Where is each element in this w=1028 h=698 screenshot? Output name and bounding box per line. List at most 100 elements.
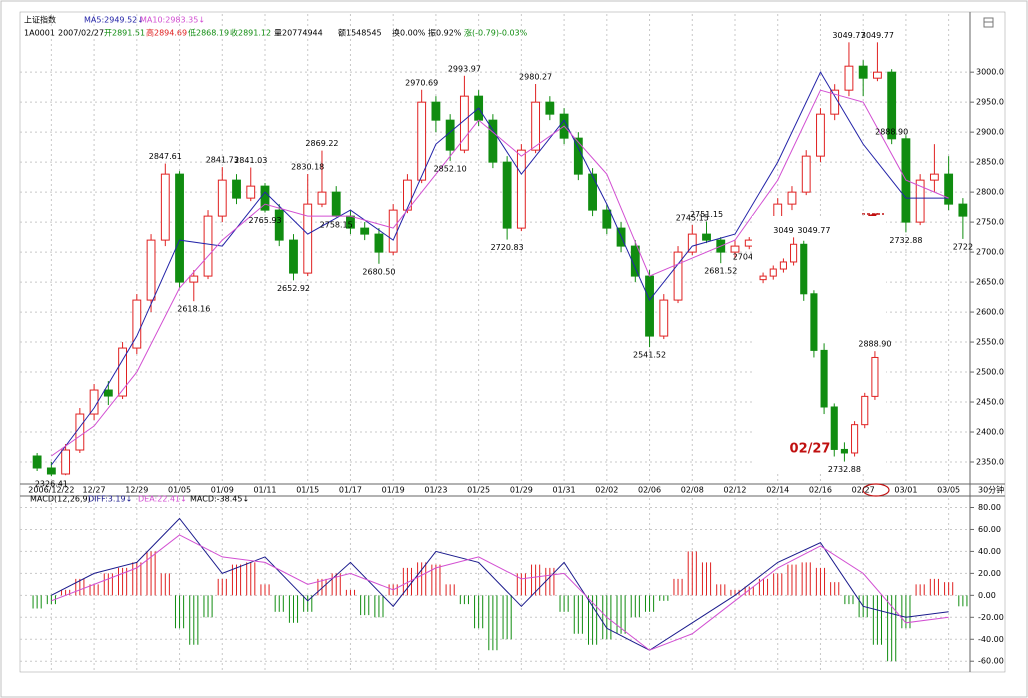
y-tick-label: 60.00 [978, 525, 1001, 534]
candle-body [89, 389, 99, 415]
candle-body [146, 239, 156, 301]
candle-body [816, 113, 825, 157]
candle-body [800, 243, 808, 295]
price-annotation: 2326.41 [35, 480, 68, 489]
y-tick-label: -20.00 [978, 613, 1004, 622]
y-tick-label: 80.00 [978, 503, 1001, 512]
price-annotation: 2841.03 [234, 156, 267, 165]
price-annotation: 2732.88 [828, 465, 861, 474]
candle-body [887, 71, 897, 140]
candle-body [417, 101, 427, 181]
candle-body [502, 161, 512, 229]
price-annotation: 2681.52 [704, 267, 737, 276]
x-tick-label: 01/31 [553, 486, 576, 495]
candle-body [830, 406, 838, 450]
candle-body [630, 245, 640, 277]
volume: 量20774944 [274, 29, 323, 38]
y-tick-label: 3000.0 [976, 68, 1004, 77]
candle-body [602, 209, 612, 229]
candle-body [32, 455, 42, 469]
candle-body [303, 203, 313, 274]
x-tick-label: 12/27 [83, 486, 106, 495]
price-annotation: 2970.69 [405, 78, 438, 87]
x-tick-label: 12/29 [125, 486, 148, 495]
candle-body [175, 173, 184, 283]
candle-body [75, 413, 85, 451]
candle-body [801, 155, 811, 193]
amount: 额1548545 [338, 28, 382, 38]
y-tick-label: 2900.0 [976, 128, 1004, 137]
x-tick-label: 01/25 [467, 486, 490, 495]
candle-body [790, 243, 798, 263]
candle-body [659, 299, 669, 337]
price-annotation: 2720.83 [491, 243, 524, 252]
x-tick-label: 03/05 [937, 486, 960, 495]
x-tick-label: 01/15 [296, 486, 319, 495]
candle-body [673, 251, 683, 301]
candle-body [787, 191, 797, 205]
candle-body [488, 119, 498, 163]
y-tick-label: 2950.0 [976, 98, 1004, 107]
price-annotation: 2869.22 [305, 139, 338, 148]
price-annotation: 2732.88 [889, 236, 922, 245]
y-tick-label: 2800.0 [976, 188, 1004, 197]
candle-body [858, 65, 868, 79]
candle-body [645, 275, 654, 337]
candle-body [46, 467, 56, 475]
x-tick-label: 02/27 [852, 486, 875, 495]
y-tick-label: 40.00 [978, 547, 1001, 556]
price-annotation: 2758.15 [320, 221, 353, 230]
price-annotation: 3049.77 [861, 31, 894, 40]
highlight-circle [862, 483, 890, 497]
price-annotation: 2680.50 [362, 267, 395, 276]
price-annotation: 2704.82 [733, 253, 766, 262]
legend-entry: MA5:2949.52↓ [84, 16, 144, 25]
candle-body [944, 173, 954, 205]
macd-line [51, 534, 949, 651]
candle-body [360, 227, 370, 235]
candle-body [810, 293, 818, 351]
x-tick-label: 01/29 [510, 486, 533, 495]
candle-body [232, 179, 241, 199]
inset-panel [752, 216, 886, 471]
turnover: 换0.00% [392, 28, 426, 38]
candle-body [861, 395, 869, 426]
price-annotation: 3049 [773, 226, 793, 235]
price-annotation: 3049.77 [797, 226, 830, 235]
x-tick-label: 01/05 [168, 486, 191, 495]
candle-body [744, 239, 754, 247]
candle-body [759, 275, 767, 281]
candle-body [730, 245, 740, 253]
price-annotation: 2993.97 [448, 64, 481, 73]
price-annotation: 2652.92 [277, 284, 310, 293]
candle-body [769, 268, 777, 277]
y-tick-label: 2650.0 [976, 278, 1004, 287]
candle-body [820, 349, 828, 408]
price-annotation: 2765.93 [248, 216, 281, 225]
price-annotation: 2888.90 [875, 127, 908, 136]
candle-body [958, 203, 968, 217]
candle-body [840, 448, 848, 454]
x-tick-label: 01/11 [253, 486, 276, 495]
legend-entry: DEA:22.41↓ [138, 495, 187, 504]
price-annotation: 2888.90 [858, 340, 891, 349]
price-annotation: 3049.77 [832, 31, 865, 40]
x-tick-label: 01/23 [424, 486, 447, 495]
price-annotation: 2541.52 [633, 351, 666, 360]
candle-body [516, 149, 526, 229]
y-tick-label: 0.00 [978, 591, 996, 600]
x-tick-label: 01/09 [211, 486, 234, 495]
macd-value: MACD:-38.45↓ [190, 495, 249, 504]
candle-body [160, 173, 170, 241]
y-tick-label: -40.00 [978, 635, 1004, 644]
candle-body [431, 101, 441, 121]
price-annotation: 2745.15 [676, 214, 709, 223]
candle-body [445, 119, 455, 151]
candle-body [871, 356, 879, 397]
high: 高2894.69 [146, 28, 187, 38]
x-tick-label: 02/02 [595, 486, 618, 495]
change: 涨(-0.79)-0.03% [464, 28, 528, 38]
x-tick-label: 02/12 [723, 486, 746, 495]
x-tick-label: 02/08 [681, 486, 704, 495]
